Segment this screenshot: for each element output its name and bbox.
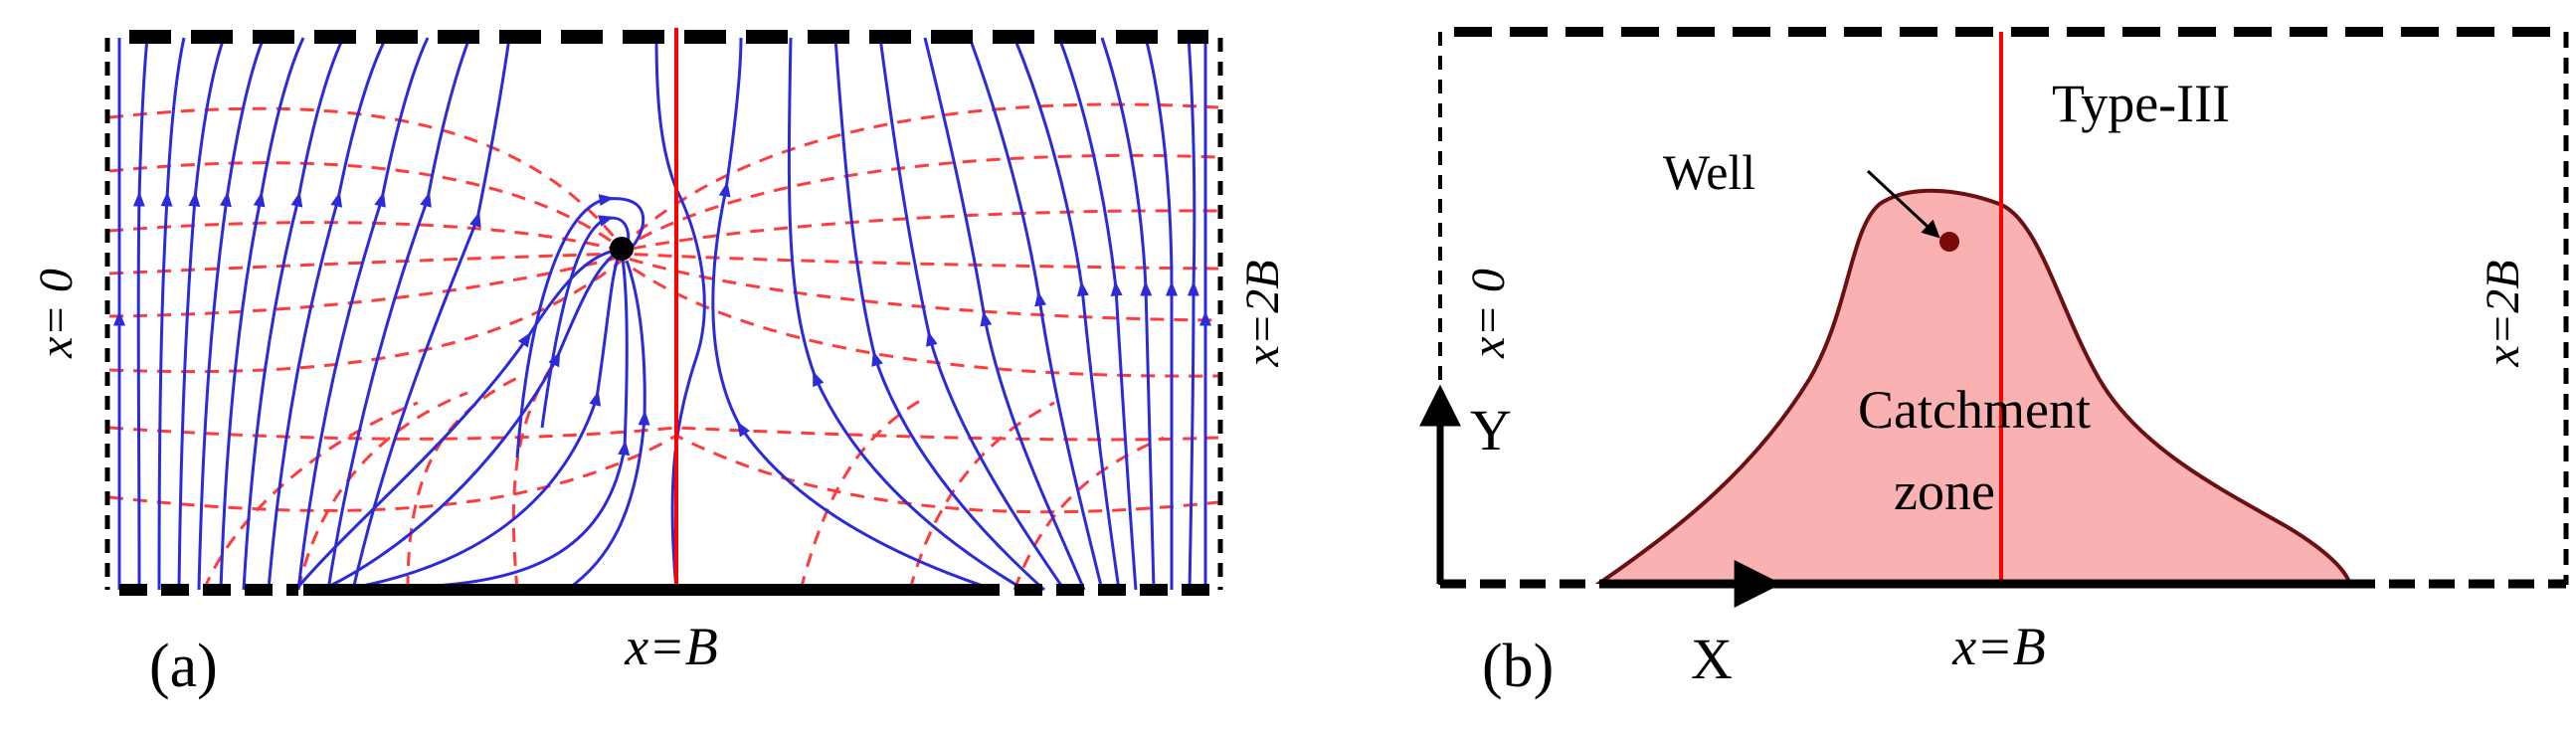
streamline (242, 37, 345, 591)
streamline (540, 215, 631, 429)
label-x2b-a: x=2B (1236, 260, 1289, 367)
streamline (296, 249, 616, 588)
well-b (1939, 232, 1959, 252)
equipotential-line (109, 252, 1218, 275)
streamline (968, 37, 1104, 591)
streamline (1057, 37, 1138, 591)
streamline (1100, 37, 1156, 591)
streamline (351, 37, 511, 591)
panel-tag-a: (a) (149, 633, 218, 700)
well-label: Well (1663, 144, 1755, 200)
zone-label-line2: zone (1894, 461, 1995, 521)
streamline (357, 255, 621, 589)
streamline (654, 37, 706, 591)
label-xb-b: x=B (1951, 617, 2045, 676)
equipotential-line (109, 426, 1218, 442)
equipotential-line (1012, 436, 1165, 590)
label-x0-b: x= 0 (1462, 269, 1515, 359)
label-x2b-b: x=2B (2477, 260, 2529, 367)
axis-y-label: Y (1470, 398, 1512, 462)
panel-tag-b: (b) (1482, 633, 1554, 700)
streamline (177, 37, 226, 591)
equipotential-line (799, 396, 926, 590)
panel-a: x= 0 x=2B x=B (a) (30, 28, 1289, 700)
streamline (566, 260, 650, 592)
axis-x-label: X (1691, 627, 1733, 691)
equipotential-line (296, 391, 468, 590)
streamline (132, 37, 149, 591)
panel-b: Well Type-III Catchment zone x= 0 x=2B x… (1419, 27, 2569, 700)
streamline (711, 37, 996, 592)
equipotential-line (109, 209, 1218, 253)
streamlines (113, 37, 1211, 592)
streamline (296, 37, 430, 591)
streamline (923, 37, 1086, 591)
equipotential-line (109, 259, 1218, 378)
label-x0-a: x= 0 (30, 269, 83, 359)
equipotential-line (908, 401, 1055, 590)
streamline (1012, 37, 1121, 591)
streamline (327, 251, 618, 589)
streamline (197, 37, 266, 591)
equipotential-line (202, 401, 419, 590)
streamline (417, 258, 631, 589)
streamline (1187, 37, 1199, 591)
streamline (878, 37, 1066, 591)
streamline (787, 37, 1025, 592)
well-pointer-arrow (1866, 169, 1940, 239)
streamline (157, 37, 186, 591)
label-xb-a: x=B (624, 617, 717, 676)
equipotential-line (406, 376, 518, 590)
streamline (1144, 37, 1179, 590)
streamline (515, 194, 645, 459)
type-label: Type-III (2052, 74, 2230, 133)
streamline (326, 37, 471, 591)
streamline (267, 37, 388, 591)
catchment-zone (1594, 188, 2352, 584)
streamline (219, 37, 305, 591)
equipotential-line (109, 153, 1218, 251)
streamline (833, 37, 1046, 592)
equipotential-line (109, 434, 1218, 514)
well-a (610, 237, 634, 261)
zone-label-line1: Catchment (1858, 380, 2091, 440)
